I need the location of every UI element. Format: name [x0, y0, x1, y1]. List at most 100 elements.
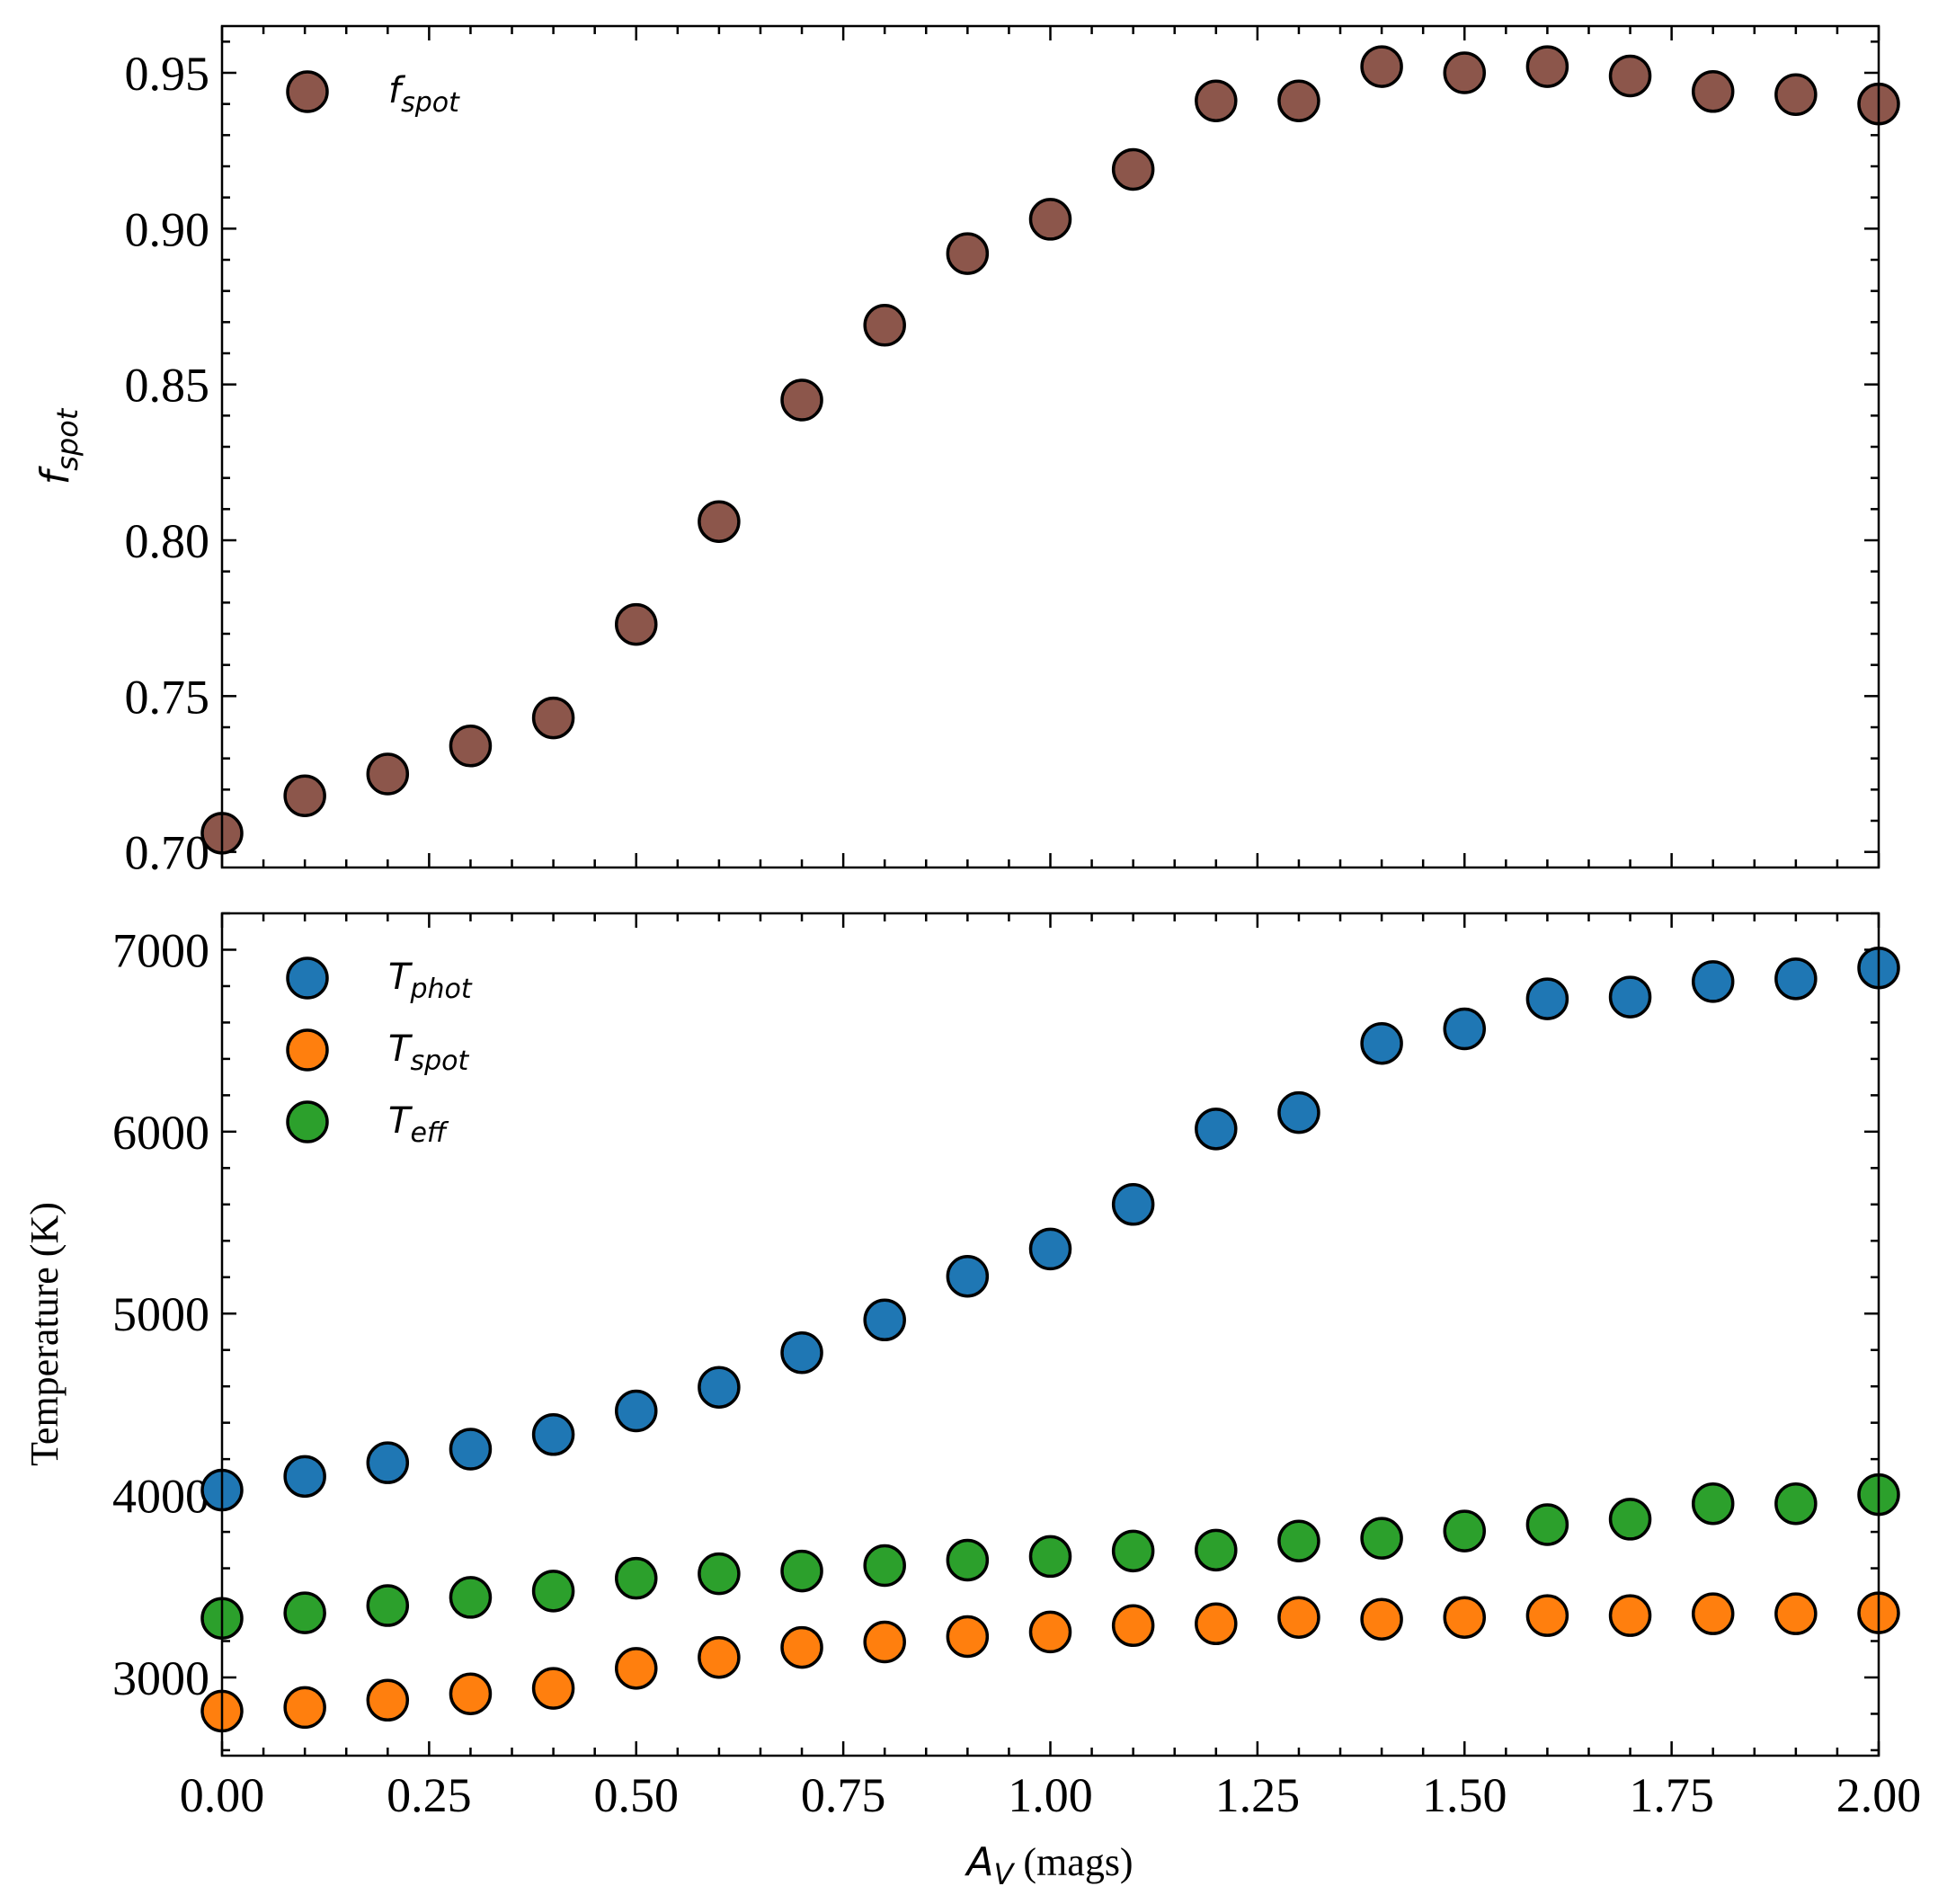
data-point-t-spot [449, 1672, 493, 1715]
data-point-t-phot [863, 1298, 906, 1342]
top-y-axis-label: fspot [32, 407, 84, 485]
data-point-f-spot [946, 232, 990, 275]
legend-label: Teff [388, 1100, 449, 1149]
data-point-t-phot [615, 1389, 658, 1433]
data-point-t-eff [1195, 1528, 1238, 1572]
x-tick-label: 0.25 [387, 1768, 472, 1822]
data-point-t-eff [366, 1584, 410, 1627]
data-point-f-spot [1443, 51, 1486, 94]
top-panel-tick-labels: 0.70 0.75 0.80 0.85 0.90 0.95 [125, 47, 210, 880]
x-tick-label: 0.75 [801, 1768, 886, 1822]
data-point-t-spot [1028, 1610, 1072, 1654]
x-tick-label: 1.00 [1008, 1768, 1093, 1822]
x-tick-label: 1.75 [1629, 1768, 1714, 1822]
data-point-t-eff [1608, 1498, 1652, 1541]
data-point-t-phot [946, 1254, 990, 1298]
data-point-t-phot [1608, 975, 1652, 1019]
data-point-t-phot [449, 1428, 493, 1471]
data-point-t-spot [1111, 1604, 1155, 1648]
legend-label: Tphot [388, 956, 473, 1005]
data-point-f-spot [1608, 54, 1652, 98]
top-panel: 0.70 0.75 0.80 0.85 0.90 0.95 fspot fspot [32, 24, 1900, 880]
data-point-t-phot [1774, 957, 1818, 1001]
legend-marker [286, 70, 329, 113]
data-point-f-spot [1774, 73, 1818, 117]
data-point-f-spot [615, 602, 658, 646]
data-point-t-eff [1691, 1481, 1735, 1526]
data-point-t-phot [1195, 1108, 1238, 1151]
legend-marker [286, 1100, 329, 1143]
y-tick-label: 3000 [112, 1651, 209, 1705]
data-point-f-spot [283, 774, 326, 818]
bottom-panel-tick-labels: 0.00 0.25 0.50 0.75 1.00 1.25 1.50 1.75 2.00 3000… [112, 923, 1921, 1822]
x-axis-label-sub: V [994, 1857, 1016, 1891]
data-point-f-spot [1691, 70, 1735, 113]
data-point-t-spot [531, 1667, 575, 1710]
data-point-t-eff [1525, 1503, 1569, 1546]
x-tick-label: 0.00 [180, 1768, 265, 1822]
top-y-axis-label-sub: spot [50, 407, 84, 471]
data-point-t-spot [1691, 1592, 1735, 1635]
data-point-t-spot [615, 1647, 658, 1690]
y-tick-label: 0.80 [125, 514, 210, 568]
bottom-panel-points [200, 946, 1900, 1733]
y-tick-label: 0.75 [125, 670, 210, 724]
data-point-f-spot [1195, 79, 1238, 122]
y-tick-label: 0.70 [125, 826, 210, 880]
x-axis-label: AV (mags) [964, 1839, 1133, 1891]
data-point-f-spot [1028, 198, 1072, 241]
data-point-t-phot [698, 1366, 741, 1409]
x-axis-label-main: A [964, 1839, 993, 1885]
x-tick-label: 1.25 [1215, 1768, 1301, 1822]
x-tick-label: 1.50 [1422, 1768, 1507, 1822]
data-point-t-phot [1360, 1021, 1403, 1065]
data-point-t-phot [366, 1441, 410, 1484]
bottom-y-axis-label: Temperature (K) [22, 1202, 67, 1466]
y-tick-label: 0.90 [125, 202, 210, 256]
legend-label: fspot [388, 70, 460, 119]
data-point-f-spot [449, 725, 493, 768]
data-point-t-eff [1028, 1535, 1072, 1579]
y-tick-label: 0.95 [125, 47, 210, 101]
bottom-panel: 0.00 0.25 0.50 0.75 1.00 1.25 1.50 1.75 2.00 3000… [22, 912, 1921, 1891]
data-point-t-phot [1691, 960, 1735, 1003]
top-legend: fspot [286, 70, 460, 119]
data-point-t-eff [946, 1538, 990, 1582]
bottom-panel-ticks [220, 912, 1880, 1756]
legend-label: Tspot [388, 1028, 469, 1077]
data-point-t-spot [283, 1686, 326, 1730]
data-point-f-spot [698, 500, 741, 543]
bottom-panel-frame [220, 912, 1880, 1757]
data-point-t-spot [1195, 1602, 1238, 1646]
data-point-t-phot [1525, 977, 1569, 1020]
x-axis-label-rest: (mags) [1013, 1840, 1133, 1884]
data-point-f-spot [1525, 45, 1569, 88]
data-point-f-spot [1111, 147, 1155, 191]
data-point-t-spot [1277, 1596, 1320, 1639]
y-tick-label: 4000 [112, 1470, 209, 1524]
data-point-t-spot [863, 1620, 906, 1664]
data-point-t-phot [1028, 1227, 1072, 1271]
data-point-t-spot [780, 1625, 823, 1669]
data-point-f-spot [531, 696, 575, 740]
data-point-f-spot [1277, 79, 1320, 122]
data-point-f-spot [1360, 45, 1403, 88]
data-point-t-eff [1277, 1519, 1320, 1562]
data-point-t-spot [1608, 1594, 1652, 1637]
data-point-t-phot [531, 1413, 575, 1456]
legend-marker [286, 956, 329, 1000]
data-point-t-phot [283, 1455, 326, 1499]
data-point-t-eff [1443, 1509, 1486, 1553]
data-point-t-eff [1111, 1529, 1155, 1573]
bottom-legend: Tphot Tspot Teff [286, 956, 473, 1149]
data-point-t-spot [698, 1635, 741, 1679]
data-point-f-spot [863, 304, 906, 347]
top-panel-points [200, 45, 1900, 855]
data-point-t-eff [1360, 1517, 1403, 1560]
top-panel-frame [220, 24, 1880, 869]
data-point-t-phot [1443, 1007, 1486, 1051]
data-point-f-spot [780, 378, 823, 422]
data-point-t-eff [698, 1552, 741, 1596]
x-tick-label: 0.50 [594, 1768, 680, 1822]
